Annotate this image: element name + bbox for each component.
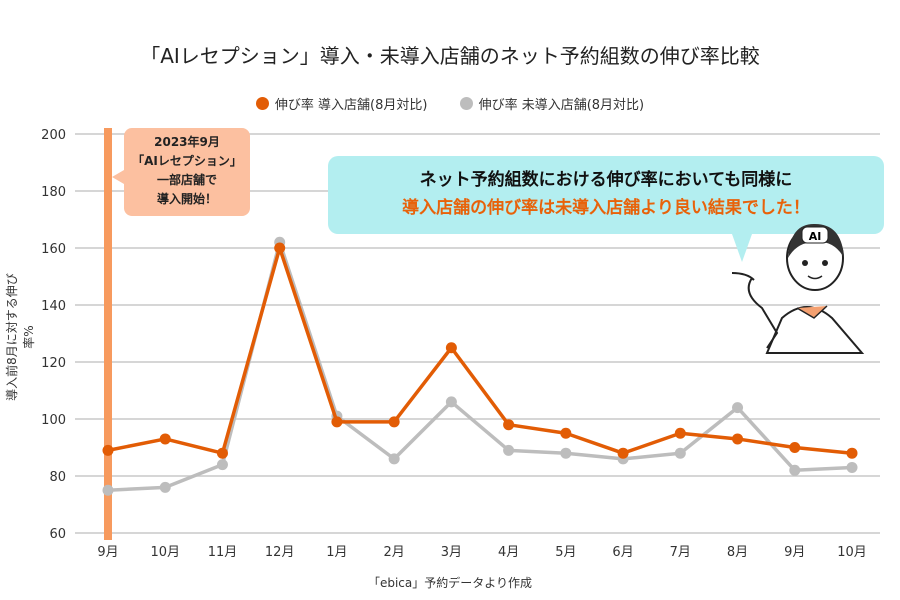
data-point (846, 461, 858, 473)
y-tick-label: 160 (41, 242, 66, 257)
data-point (331, 416, 343, 428)
data-point (388, 416, 400, 428)
x-tick-label: 7月 (670, 545, 691, 560)
y-tick-label: 200 (41, 128, 66, 143)
chart-title: 「AIレセプション」導入・未導入店舗のネット予約組数の伸び率比較 (140, 44, 760, 68)
x-tick-label: 10月 (150, 545, 180, 560)
series-line (107, 240, 853, 492)
x-tick-label: 9月 (784, 545, 805, 560)
x-tick-label: 8月 (727, 545, 748, 560)
y-tick-label: 60 (49, 527, 66, 542)
data-point (159, 481, 171, 493)
callout-bubble: ネット予約組数における伸び率においても同様に 導入店舗の伸び率は未導入店舗より良… (328, 156, 884, 262)
data-point (846, 447, 858, 459)
legend-item-introduced: 伸び率 導入店舗(8月対比) (255, 94, 428, 113)
data-point (274, 242, 286, 254)
data-point (560, 427, 572, 439)
data-point (388, 453, 400, 465)
start-note-line: 「AIレセプション」 (132, 154, 242, 168)
legend-marker (255, 97, 269, 110)
data-point (732, 433, 744, 445)
x-tick-label: 12月 (265, 545, 295, 560)
callout-line-2: 導入店舗の伸び率は未導入店舗より良い結果でした！ (402, 198, 810, 218)
legend-marker (459, 97, 473, 110)
mascot-badge: AI (809, 230, 822, 243)
x-tick-label: 4月 (498, 545, 519, 560)
data-point (503, 444, 515, 456)
data-point (617, 447, 629, 459)
start-note: 2023年9月 「AIレセプション」 一部店舗で 導入開始！ (112, 128, 250, 216)
series-line (107, 246, 853, 455)
y-tick-label: 100 (41, 413, 66, 428)
x-tick-label: 5月 (555, 545, 576, 560)
source-note: 「ebica」予約データより作成 (367, 576, 533, 590)
legend-item-not-introduced: 伸び率 未導入店舗(8月対比) (459, 94, 645, 113)
y-tick-label: 180 (41, 185, 66, 200)
y-tick-label: 120 (41, 356, 66, 371)
data-point (732, 402, 744, 414)
x-tick-label: 10月 (837, 545, 867, 560)
y-tick-label: 80 (49, 470, 66, 485)
y-tick-label: 140 (41, 299, 66, 314)
start-note-line: 2023年9月 (154, 135, 220, 149)
data-point (560, 447, 572, 459)
data-point (789, 464, 801, 476)
x-tick-label: 9月 (97, 545, 118, 560)
data-point (445, 342, 457, 354)
legend-label: 伸び率 未導入店舗(8月対比) (478, 98, 645, 113)
data-point (789, 442, 801, 453)
legend: 伸び率 導入店舗(8月対比) 伸び率 未導入店舗(8月対比) (0, 94, 900, 114)
data-point (102, 444, 114, 456)
x-tick-label: 3月 (441, 545, 462, 560)
mascot-illustration: AI (731, 223, 865, 354)
legend-label: 伸び率 導入店舗(8月対比) (274, 98, 428, 113)
x-tick-label: 1月 (326, 545, 347, 560)
data-point (216, 447, 228, 459)
data-point (159, 433, 171, 445)
data-point (674, 447, 686, 459)
callout-line-1: ネット予約組数における伸び率においても同様に (419, 170, 793, 190)
data-point (503, 419, 515, 431)
x-tick-label: 6月 (612, 545, 633, 560)
x-tick-label: 2月 (384, 545, 405, 560)
data-point (102, 484, 114, 496)
data-point (216, 459, 228, 471)
start-note-line: 一部店舗で (156, 173, 217, 187)
data-point (445, 396, 457, 408)
x-tick-label: 11月 (208, 545, 238, 560)
start-marker-bar (104, 128, 112, 540)
start-note-line: 導入開始！ (156, 192, 217, 206)
data-point (674, 427, 686, 439)
